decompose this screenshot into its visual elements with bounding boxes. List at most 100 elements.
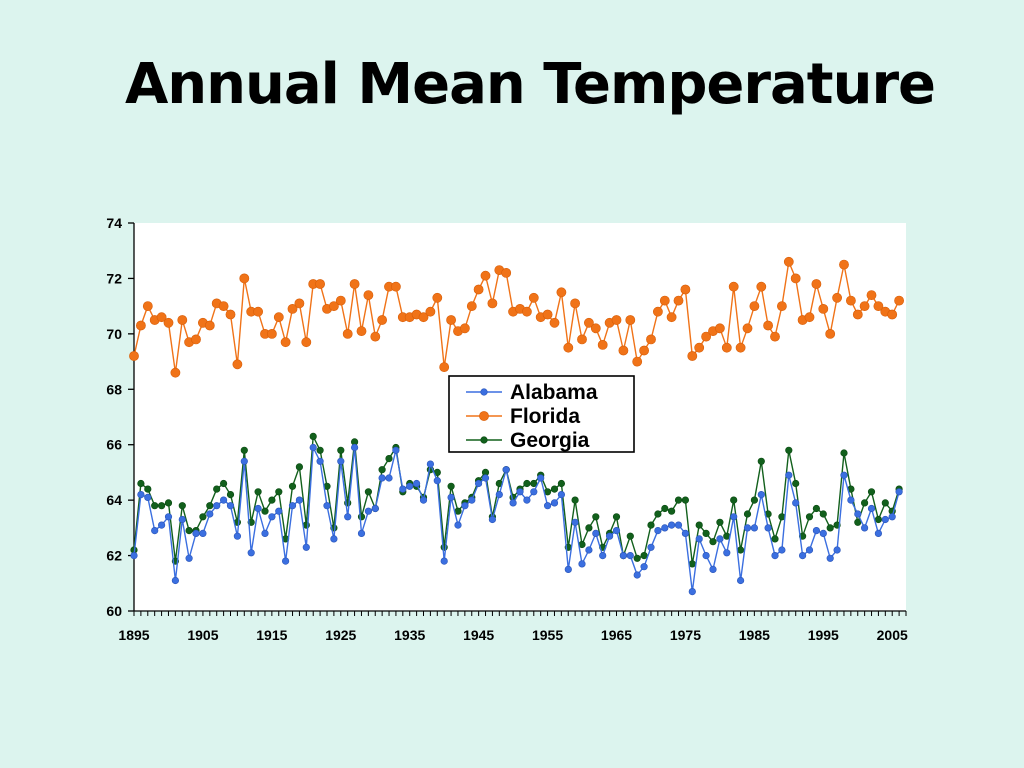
data-point-florida	[480, 270, 491, 281]
data-point-alabama	[158, 521, 166, 529]
data-point-florida	[377, 315, 387, 325]
data-point-florida	[577, 334, 587, 345]
data-point-georgia	[268, 496, 276, 504]
data-point-florida	[742, 323, 753, 334]
data-point-alabama	[233, 532, 241, 540]
data-point-georgia	[771, 535, 779, 543]
data-point-georgia	[144, 485, 152, 493]
series-alabama	[130, 443, 903, 596]
data-point-florida	[584, 317, 594, 328]
data-point-alabama	[323, 502, 331, 510]
data-point-alabama	[309, 443, 317, 452]
data-point-florida	[356, 326, 367, 336]
data-point-georgia	[530, 479, 538, 488]
data-point-georgia	[681, 496, 690, 504]
data-point-georgia	[626, 532, 634, 540]
data-point-florida	[459, 323, 470, 334]
data-point-florida	[218, 301, 229, 311]
data-point-alabama	[702, 551, 710, 560]
data-point-georgia	[164, 499, 173, 507]
data-point-florida	[328, 301, 339, 311]
data-point-alabama	[413, 479, 421, 488]
data-point-alabama	[681, 529, 690, 538]
data-point-florida	[570, 298, 580, 309]
data-point-florida	[887, 309, 898, 320]
data-point-florida	[225, 309, 236, 320]
data-point-florida	[673, 295, 684, 306]
series-line-alabama	[133, 444, 900, 592]
data-point-georgia	[757, 457, 765, 465]
x-tick-label: 1935	[394, 627, 425, 643]
data-point-georgia	[557, 479, 566, 488]
data-point-alabama	[523, 496, 531, 504]
data-point-alabama	[206, 510, 214, 518]
data-point-georgia	[309, 432, 317, 441]
data-point-alabama	[564, 565, 572, 574]
data-point-florida	[163, 317, 174, 328]
legend-swatch-marker-alabama	[480, 388, 488, 396]
data-point-florida	[846, 295, 856, 306]
data-point-florida	[232, 359, 243, 370]
data-point-alabama	[599, 551, 607, 560]
data-point-florida	[342, 328, 353, 339]
x-tick-label: 1995	[808, 627, 839, 643]
legend-label-florida: Florida	[510, 405, 580, 428]
data-point-alabama	[619, 551, 628, 560]
data-point-alabama	[502, 466, 510, 474]
data-point-georgia	[792, 479, 800, 488]
data-point-alabama	[674, 521, 683, 529]
data-point-florida	[749, 301, 760, 311]
data-point-georgia	[633, 554, 641, 562]
data-point-alabama	[406, 482, 414, 490]
y-tick-label: 66	[106, 437, 122, 453]
data-point-georgia	[378, 466, 386, 474]
data-point-alabama	[867, 504, 876, 513]
data-point-florida	[832, 292, 842, 303]
data-point-florida	[156, 312, 167, 323]
data-point-alabama	[247, 549, 255, 557]
data-point-florida	[432, 292, 443, 303]
x-tick-label: 1925	[325, 627, 356, 643]
data-point-georgia	[805, 513, 814, 521]
data-point-georgia	[612, 513, 621, 521]
data-point-alabama	[736, 576, 745, 585]
data-point-florida	[646, 334, 656, 345]
data-point-florida	[687, 351, 698, 361]
data-point-alabama	[440, 557, 448, 565]
data-point-alabama	[144, 493, 152, 502]
data-point-alabama	[543, 502, 552, 510]
data-point-alabama	[585, 546, 593, 554]
data-point-alabama	[792, 499, 800, 507]
data-point-florida	[839, 259, 849, 270]
data-point-florida	[487, 298, 498, 309]
data-point-florida	[756, 281, 767, 292]
data-point-alabama	[454, 521, 462, 529]
data-point-alabama	[357, 529, 366, 538]
data-point-alabama	[199, 529, 207, 538]
data-point-florida	[370, 331, 381, 342]
data-point-florida	[721, 342, 732, 353]
data-point-alabama	[495, 491, 503, 499]
data-point-georgia	[385, 455, 393, 463]
data-point-alabama	[881, 515, 889, 524]
data-point-alabama	[351, 443, 359, 452]
data-point-florida	[204, 320, 215, 331]
data-point-alabama	[640, 563, 648, 571]
data-point-alabama	[578, 560, 586, 568]
data-point-florida	[446, 315, 456, 325]
data-point-florida	[666, 312, 677, 323]
data-point-georgia	[585, 524, 593, 532]
data-point-alabama	[757, 491, 765, 499]
data-point-alabama	[364, 507, 373, 515]
data-point-alabama	[268, 513, 276, 521]
data-point-florida	[618, 345, 629, 356]
data-point-alabama	[833, 546, 841, 554]
y-tick-label: 68	[106, 381, 122, 397]
data-point-florida	[528, 292, 539, 303]
data-point-florida	[142, 301, 153, 311]
data-point-florida	[418, 312, 429, 323]
data-point-georgia	[667, 507, 676, 515]
data-point-alabama	[192, 529, 200, 538]
data-point-georgia	[151, 502, 159, 510]
